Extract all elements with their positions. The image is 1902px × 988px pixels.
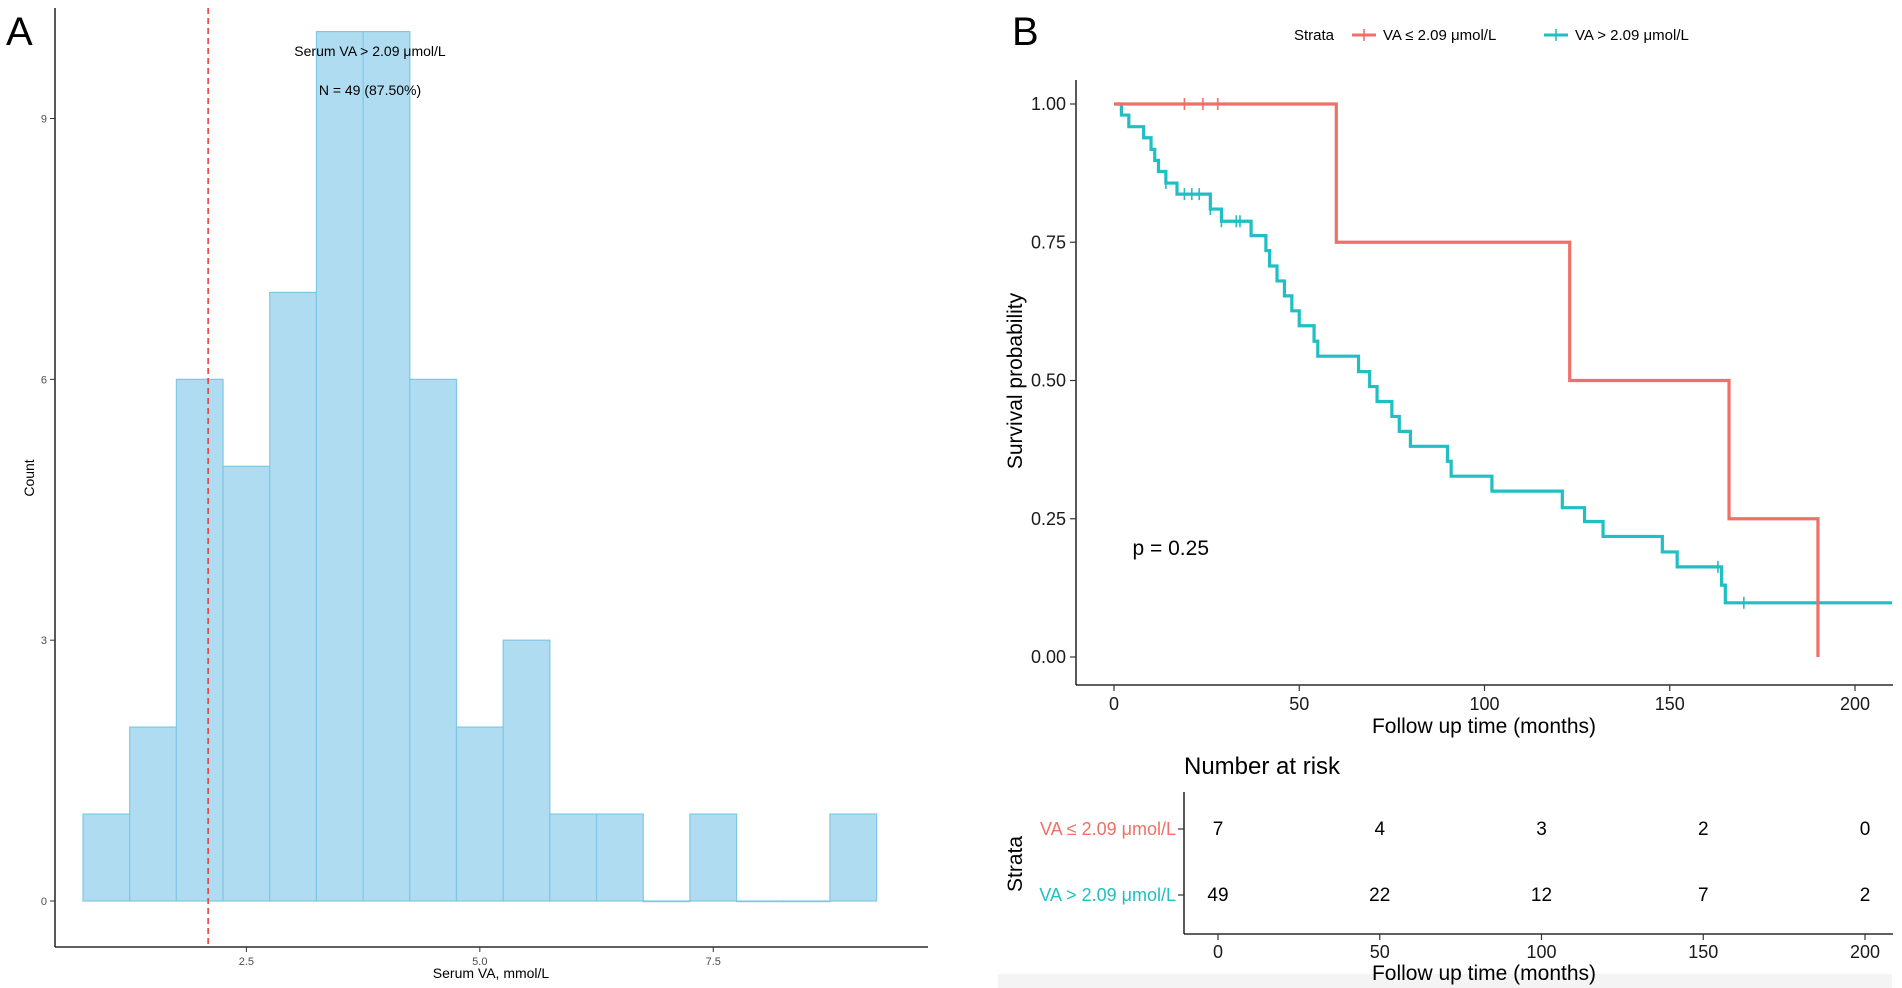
km-curves bbox=[1114, 102, 1893, 657]
histogram-axes bbox=[54, 8, 928, 948]
panel-a-label: A bbox=[6, 10, 33, 54]
risk-strata-title: Strata bbox=[1004, 836, 1027, 892]
histogram-bars bbox=[82, 30, 878, 903]
histogram-bar bbox=[315, 30, 364, 902]
histogram-bar bbox=[409, 378, 458, 902]
histogram-bar bbox=[549, 813, 598, 902]
histogram-bar bbox=[82, 813, 131, 902]
risk-count: 7 bbox=[1698, 885, 1709, 906]
histogram-bar bbox=[175, 378, 224, 902]
histogram-y-title: Count bbox=[21, 459, 37, 496]
risk-x-tick-label: 150 bbox=[1688, 942, 1718, 962]
km-y-tick-label: 0.50 bbox=[1031, 371, 1066, 391]
legend-label-high: VA > 2.09 μmol/L bbox=[1575, 27, 1689, 44]
km-y-tick-label: 1.00 bbox=[1031, 94, 1066, 114]
risk-x-tick-label: 200 bbox=[1850, 942, 1880, 962]
histogram-x-ticks: 2.5 5.0 7.5 bbox=[239, 947, 721, 968]
km-x-title: Follow up time (months) bbox=[1372, 715, 1596, 738]
risk-count: 22 bbox=[1369, 885, 1390, 906]
histogram-bar bbox=[502, 639, 551, 902]
risk-row-label: VA ≤ 2.09 μmol/L bbox=[1040, 819, 1176, 839]
risk-table-title: Number at risk bbox=[1184, 753, 1341, 780]
risk-table-rows: VA ≤ 2.09 μmol/L 7 4 3 2 0 VA > 2.09 μmol/L 49 2… bbox=[1039, 819, 1870, 906]
km-curve-high bbox=[1114, 102, 1893, 605]
risk-count: 0 bbox=[1860, 819, 1871, 840]
km-y-tick-label: 0.00 bbox=[1031, 647, 1066, 667]
histogram-bar bbox=[782, 900, 831, 903]
histogram-bar bbox=[595, 813, 644, 902]
risk-count: 12 bbox=[1531, 885, 1552, 906]
panel-b-label: B bbox=[1012, 10, 1039, 54]
histogram-bar bbox=[129, 726, 177, 902]
p-value: p = 0.25 bbox=[1133, 537, 1209, 560]
risk-table: Number at risk VA ≤ 2.09 μmol/L 7 4 3 2 0 VA >… bbox=[998, 753, 1893, 988]
histogram-bar bbox=[735, 900, 784, 903]
histogram-y-tick-label: 0 bbox=[41, 896, 47, 908]
km-x-tick-label: 150 bbox=[1655, 694, 1685, 714]
risk-row-label: VA > 2.09 μmol/L bbox=[1039, 885, 1176, 905]
histogram-x-tick-label: 7.5 bbox=[706, 956, 721, 968]
histogram-bar bbox=[642, 900, 691, 903]
cutoff-annotation: Serum VA > 2.09 μmol/L bbox=[294, 43, 446, 59]
km-legend: Strata VA ≤ 2.09 μmol/L VA > 2.09 μmol/L bbox=[1294, 27, 1689, 44]
histogram-bar bbox=[222, 465, 271, 902]
km-y-tick-label: 0.25 bbox=[1031, 509, 1066, 529]
km-y-title: Survival probability bbox=[1004, 292, 1027, 469]
risk-table-footer-band bbox=[998, 974, 1892, 988]
histogram-y-ticks: 0 3 6 9 bbox=[41, 114, 55, 908]
risk-x-tick-label: 0 bbox=[1213, 942, 1223, 962]
km-x-tick-label: 100 bbox=[1469, 694, 1499, 714]
risk-x-tick-label: 50 bbox=[1370, 942, 1390, 962]
km-censor-marks bbox=[1165, 98, 1745, 609]
histogram-bar bbox=[689, 813, 738, 902]
risk-count: 2 bbox=[1698, 819, 1709, 840]
histogram-y-tick-label: 6 bbox=[41, 374, 47, 386]
risk-count: 7 bbox=[1213, 819, 1224, 840]
risk-x-tick-label: 100 bbox=[1526, 942, 1556, 962]
risk-x-title: Follow up time (months) bbox=[1372, 962, 1596, 985]
histogram-bar bbox=[829, 813, 878, 902]
histogram-panel: A Serum VA > 2.09 μmol/L N = 49 (87.50%)… bbox=[6, 8, 928, 981]
sample-size-annotation: N = 49 (87.50%) bbox=[319, 82, 421, 98]
risk-count: 3 bbox=[1536, 819, 1547, 840]
histogram-x-tick-label: 2.5 bbox=[239, 956, 254, 968]
risk-count: 49 bbox=[1207, 885, 1228, 906]
legend-label-low: VA ≤ 2.09 μmol/L bbox=[1383, 27, 1496, 44]
histogram-y-tick-label: 3 bbox=[41, 635, 47, 647]
histogram-bar bbox=[269, 291, 318, 902]
legend-title: Strata bbox=[1294, 27, 1335, 44]
histogram-x-tick-label: 5.0 bbox=[472, 956, 487, 968]
histogram-x-title: Serum VA, mmol/L bbox=[433, 965, 550, 981]
histogram-bar bbox=[362, 30, 411, 902]
histogram-y-tick-label: 9 bbox=[41, 114, 47, 126]
risk-count: 4 bbox=[1374, 819, 1385, 840]
risk-count: 2 bbox=[1860, 885, 1871, 906]
histogram-bar bbox=[455, 726, 504, 902]
km-x-tick-label: 0 bbox=[1109, 694, 1119, 714]
km-x-ticks: 0 50 100 150 200 bbox=[1109, 685, 1870, 714]
risk-x-ticks: 0 50 100 150 200 bbox=[1213, 934, 1880, 962]
km-y-tick-label: 0.75 bbox=[1031, 232, 1066, 252]
km-panel: B Strata VA ≤ 2.09 μmol/L VA > 2.09 μmol… bbox=[1004, 10, 1893, 738]
km-curve-low bbox=[1114, 102, 1820, 657]
km-y-ticks: 0.00 0.25 0.50 0.75 1.00 bbox=[1031, 94, 1076, 667]
km-x-tick-label: 50 bbox=[1289, 694, 1309, 714]
km-x-tick-label: 200 bbox=[1840, 694, 1870, 714]
